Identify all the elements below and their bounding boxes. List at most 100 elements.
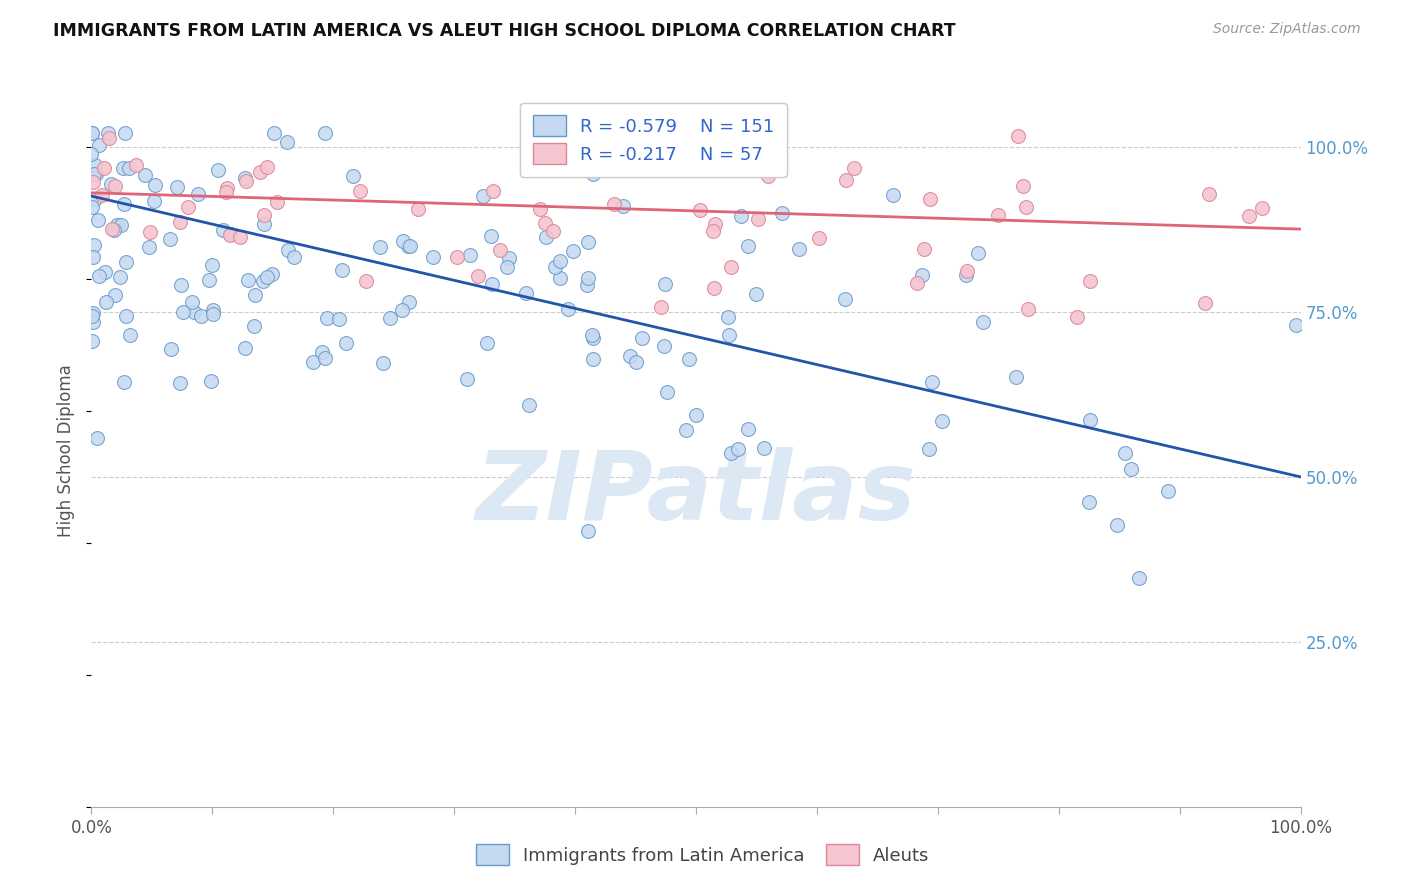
Point	[97, 126, 120, 140]
Point	[654, 277, 676, 292]
Point	[955, 268, 977, 282]
Point	[84, 167, 107, 181]
Point	[86, 431, 108, 445]
Point	[905, 277, 928, 291]
Point	[100, 177, 122, 191]
Point	[80, 147, 103, 161]
Point	[1119, 461, 1142, 475]
Point	[482, 184, 505, 198]
Point	[181, 295, 204, 310]
Point	[475, 336, 498, 351]
Point	[82, 315, 104, 329]
Point	[114, 126, 136, 140]
Point	[87, 213, 110, 227]
Point	[754, 442, 776, 456]
Point	[756, 169, 779, 184]
Point	[316, 311, 339, 326]
Point	[1157, 484, 1180, 499]
Point	[84, 192, 107, 206]
Point	[581, 352, 603, 367]
Point	[111, 161, 134, 176]
Point	[702, 224, 724, 238]
Point	[398, 294, 420, 309]
Point	[1012, 179, 1035, 194]
Point	[84, 158, 107, 172]
Point	[718, 327, 741, 342]
Point	[650, 300, 672, 314]
Point	[217, 181, 239, 195]
Text: ZIPatlas: ZIPatlas	[475, 447, 917, 540]
Point	[406, 202, 429, 216]
Point	[737, 422, 759, 436]
Point	[256, 270, 278, 285]
Point	[972, 315, 994, 329]
Point	[349, 185, 371, 199]
Point	[548, 271, 571, 285]
Point	[789, 242, 811, 256]
Point	[703, 218, 725, 232]
Point	[1005, 369, 1028, 384]
Point	[201, 302, 224, 317]
Point	[176, 200, 198, 214]
Point	[626, 355, 648, 369]
Point	[229, 230, 252, 244]
Point	[139, 225, 162, 239]
Point	[97, 131, 120, 145]
Point	[82, 175, 104, 189]
Point	[745, 287, 768, 301]
Point	[91, 187, 114, 202]
Point	[160, 342, 183, 356]
Point	[143, 178, 166, 192]
Point	[1237, 209, 1260, 223]
Point	[263, 126, 285, 140]
Point	[134, 168, 156, 182]
Point	[398, 239, 420, 253]
Point	[110, 218, 132, 232]
Point	[1250, 201, 1272, 215]
Point	[1066, 310, 1088, 324]
Point	[582, 331, 605, 345]
Point	[235, 341, 257, 355]
Point	[249, 165, 271, 179]
Point	[576, 235, 599, 249]
Point	[169, 215, 191, 229]
Point	[105, 218, 128, 232]
Point	[245, 288, 267, 302]
Point	[467, 268, 489, 283]
Point	[1017, 301, 1039, 316]
Point	[529, 202, 551, 217]
Point	[882, 187, 904, 202]
Point	[82, 306, 104, 320]
Point	[737, 239, 759, 253]
Point	[80, 126, 103, 140]
Point	[576, 270, 599, 285]
Point	[260, 267, 283, 281]
Point	[242, 318, 264, 333]
Point	[87, 138, 110, 153]
Point	[515, 286, 537, 301]
Point	[548, 253, 571, 268]
Point	[190, 309, 212, 323]
Point	[581, 167, 603, 181]
Y-axis label: High School Diploma: High School Diploma	[58, 364, 76, 537]
Point	[1015, 200, 1038, 214]
Point	[218, 227, 240, 241]
Point	[834, 292, 856, 306]
Point	[481, 277, 503, 292]
Point	[807, 231, 830, 245]
Point	[311, 344, 333, 359]
Point	[368, 240, 391, 254]
Point	[987, 208, 1010, 222]
Point	[652, 338, 675, 352]
Legend: Immigrants from Latin America, Aleuts: Immigrants from Latin America, Aleuts	[470, 837, 936, 872]
Point	[576, 524, 599, 538]
Point	[471, 188, 494, 202]
Point	[391, 235, 413, 249]
Point	[276, 136, 298, 150]
Point	[118, 328, 141, 343]
Point	[396, 239, 419, 253]
Point	[328, 311, 350, 326]
Point	[169, 278, 191, 293]
Point	[238, 273, 260, 287]
Point	[82, 250, 104, 264]
